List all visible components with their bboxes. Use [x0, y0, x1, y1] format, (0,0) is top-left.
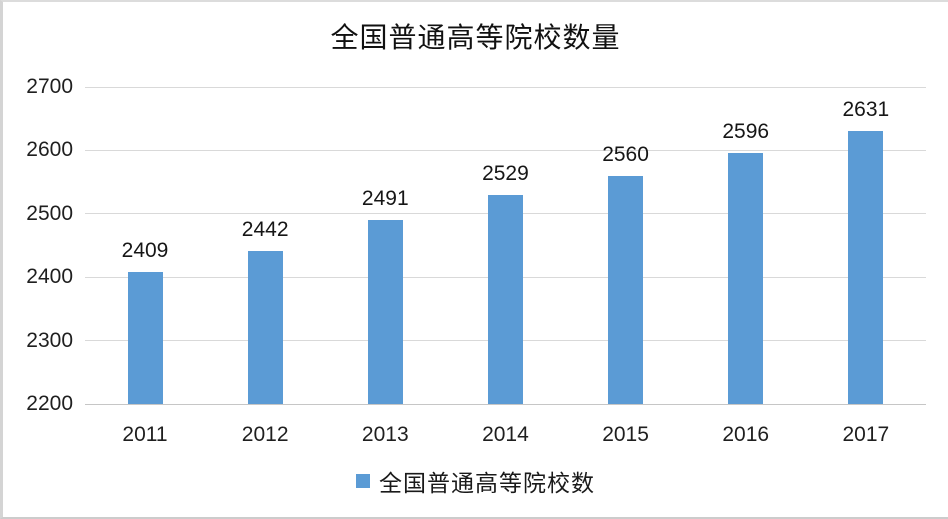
bar-2012 — [247, 250, 283, 404]
bar-value-label: 2442 — [241, 217, 289, 241]
y-axis-tick-label: 2200 — [26, 392, 73, 415]
x-axis-tick-label: 2013 — [361, 423, 409, 446]
bar-2017 — [848, 130, 884, 404]
bar-2013 — [367, 219, 403, 404]
x-axis-tick-label: 2014 — [482, 423, 529, 446]
y-axis-tick-label: 2400 — [26, 265, 73, 289]
plot-area: 2409 2442 2491 2529 2560 2596 2631 — [85, 86, 926, 405]
bar-value-label: 2409 — [121, 238, 169, 262]
y-axis-tick-label: 2500 — [26, 201, 73, 225]
y-axis-tick-label: 2300 — [26, 328, 73, 352]
bar-2014 — [488, 195, 523, 404]
chart-title: 全国普通高等院校数量 — [330, 23, 621, 54]
x-axis-tick-label: 2015 — [602, 423, 649, 446]
x-axis-tick-label: 2016 — [722, 423, 770, 446]
bar-2011 — [127, 271, 163, 404]
x-axis-tick-label: 2012 — [241, 423, 289, 446]
bar-value-label: 2631 — [842, 97, 890, 121]
bar-2016 — [728, 152, 764, 404]
bar-value-label: 2596 — [722, 119, 770, 143]
x-axis-tick-label: 2011 — [122, 423, 168, 446]
gridline — [85, 403, 926, 405]
legend-marker-icon — [356, 474, 370, 488]
y-axis-tick-label: 2700 — [26, 75, 73, 98]
legend-label: 全国普通高等院校数 — [379, 471, 595, 496]
gridline — [85, 149, 926, 151]
bar-value-label: 2491 — [361, 186, 409, 210]
legend: 全国普通高等院校数 — [3, 464, 948, 498]
gridline — [85, 86, 926, 88]
x-axis-tick-label: 2017 — [842, 423, 890, 446]
bar-value-label: 2529 — [482, 162, 529, 186]
bar-value-label: 2560 — [602, 142, 649, 166]
y-axis-tick-label: 2600 — [26, 138, 73, 162]
bar-2015 — [608, 175, 644, 404]
